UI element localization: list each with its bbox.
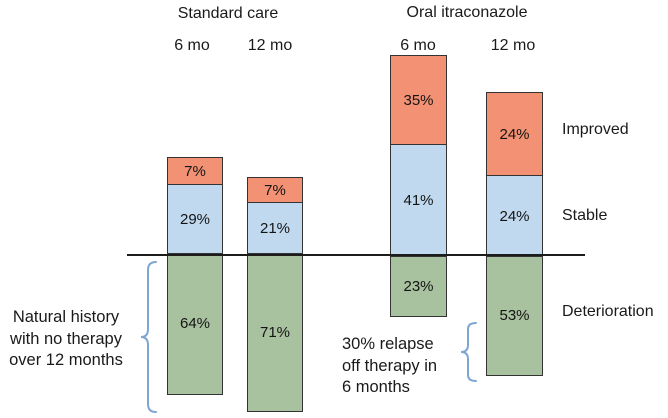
baseline-axis xyxy=(127,254,585,256)
segment-value: 71% xyxy=(259,323,291,341)
segment-value: 21% xyxy=(259,219,291,237)
annotation-line: over 12 months xyxy=(9,351,123,369)
segment-stable: 21% xyxy=(247,202,303,255)
column-label-standard-12mo: 12 mo xyxy=(247,37,293,54)
annotation-relapse: 30% relapse off therapy in 6 months xyxy=(342,334,462,399)
annotation-natural-history: Natural history with no therapy over 12 … xyxy=(0,307,132,372)
annotation-line: off therapy in xyxy=(342,356,438,375)
bar-standard-care-12mo: 7% 21% 71% xyxy=(247,177,303,412)
segment-deterioration: 23% xyxy=(390,255,447,317)
segment-value: 53% xyxy=(499,307,530,325)
column-label-oral-6mo: 6 mo xyxy=(400,37,436,54)
column-label-standard-6mo: 6 mo xyxy=(174,37,210,54)
group-header-standard-care: Standard care xyxy=(177,5,279,22)
annotation-line: with no therapy xyxy=(10,329,122,348)
segment-deterioration: 53% xyxy=(486,255,543,376)
segment-stable: 29% xyxy=(167,184,223,255)
segment-deterioration: 71% xyxy=(247,252,303,412)
natural-history-brace xyxy=(140,261,157,413)
segment-value: 64% xyxy=(179,315,211,333)
segment-value: 23% xyxy=(403,277,434,295)
segment-improved: 7% xyxy=(247,177,303,204)
segment-value: 7% xyxy=(264,182,286,199)
annotation-line: 6 months xyxy=(342,378,410,396)
group-header-oral-itraconazole: Oral itraconazole xyxy=(406,4,528,21)
annotation-line: Natural history xyxy=(12,308,120,326)
segment-stable: 24% xyxy=(486,175,543,258)
segment-value: 29% xyxy=(179,210,211,228)
bar-oral-itraconazole-6mo: 35% 41% 23% xyxy=(390,55,447,317)
legend-label-stable: Stable xyxy=(562,207,608,224)
segment-improved: 24% xyxy=(486,92,543,177)
segment-stable: 41% xyxy=(390,144,447,258)
segment-improved: 35% xyxy=(390,55,447,146)
legend-label-deterioration: Deterioration xyxy=(562,303,654,320)
relapse-brace xyxy=(460,322,477,382)
bar-standard-care-6mo: 7% 29% 64% xyxy=(167,157,223,395)
legend-label-improved: Improved xyxy=(562,121,629,138)
annotation-line: 30% relapse xyxy=(342,335,434,353)
segment-value: 24% xyxy=(499,126,530,143)
bar-oral-itraconazole-12mo: 24% 24% 53% xyxy=(486,92,543,376)
segment-value: 35% xyxy=(403,92,434,109)
column-label-oral-12mo: 12 mo xyxy=(490,37,536,54)
segment-value: 41% xyxy=(403,192,434,210)
segment-value: 7% xyxy=(184,163,206,180)
segment-improved: 7% xyxy=(167,157,223,186)
segment-deterioration: 64% xyxy=(167,252,223,395)
segment-value: 24% xyxy=(499,207,530,225)
